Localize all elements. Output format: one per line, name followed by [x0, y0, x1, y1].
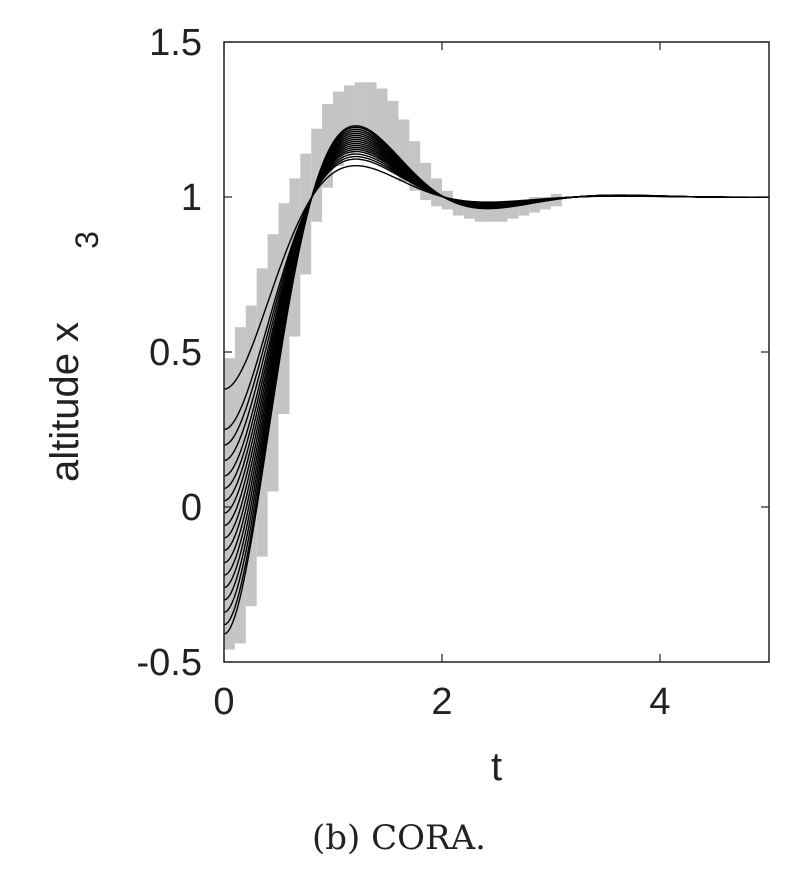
ticks: 0 2 4 -0.5 0 0.5 1 1.5	[137, 22, 769, 723]
y-tick-label: -0.5	[137, 642, 202, 684]
reach-set-box	[463, 203, 475, 219]
reach-set-box	[354, 82, 366, 151]
reach-set-box	[398, 119, 410, 182]
y-tick-label: 0	[181, 487, 202, 529]
reach-set-box	[452, 200, 464, 216]
reach-set-box	[343, 85, 355, 154]
reach-set-box	[518, 200, 530, 216]
x-tick-label: 2	[431, 681, 452, 723]
reach-set-box	[442, 190, 453, 210]
reach-set-box	[485, 206, 497, 222]
reach-set-box	[409, 141, 421, 191]
chart: 0 2 4 -0.5 0 0.5 1 1.5 t altitude x 3	[43, 22, 770, 789]
reach-set-box	[311, 128, 323, 222]
reach-set-box	[420, 162, 432, 201]
reach-set-box	[529, 197, 541, 213]
reach-set-box	[376, 88, 388, 160]
y-tick-label: 0.5	[149, 332, 202, 374]
y-axis-label-subscript: 3	[69, 231, 105, 249]
figure-caption: (b) CORA.	[312, 818, 486, 858]
y-tick-label: 1.5	[149, 22, 202, 64]
reach-set-box	[551, 193, 562, 207]
trajectory-line	[223, 125, 769, 635]
reach-set-box	[507, 203, 519, 219]
reach-set-box	[365, 82, 377, 154]
reach-set-box	[224, 358, 235, 650]
trajectories	[223, 125, 770, 635]
x-axis-label: t	[491, 745, 502, 789]
y-axis-label-group: altitude x 3	[43, 231, 105, 482]
x-tick-label: 0	[213, 681, 234, 723]
x-tick-label: 4	[649, 681, 670, 723]
y-axis-label: altitude x	[43, 322, 87, 482]
plot-frame	[223, 41, 770, 663]
reach-set-box	[474, 206, 486, 222]
reach-set-box	[540, 197, 551, 210]
reach-set-box	[333, 91, 344, 166]
reach-set-box	[496, 206, 508, 222]
reach-set-box	[322, 104, 333, 188]
y-tick-label: 1	[181, 177, 202, 219]
reach-set-box	[387, 100, 399, 170]
